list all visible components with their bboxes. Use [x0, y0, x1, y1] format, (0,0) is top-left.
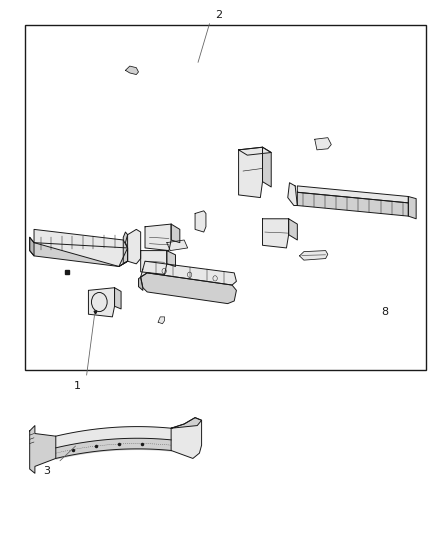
Polygon shape	[34, 229, 127, 266]
Polygon shape	[141, 251, 167, 274]
Polygon shape	[119, 229, 141, 266]
Polygon shape	[262, 219, 289, 248]
Text: 2: 2	[215, 10, 223, 20]
Polygon shape	[315, 138, 331, 150]
Polygon shape	[158, 317, 165, 324]
Polygon shape	[289, 219, 297, 240]
Text: 3: 3	[44, 466, 50, 475]
Polygon shape	[408, 197, 416, 219]
Polygon shape	[239, 147, 262, 198]
Polygon shape	[195, 211, 206, 232]
Polygon shape	[239, 147, 271, 155]
Polygon shape	[123, 232, 127, 264]
Polygon shape	[115, 288, 121, 309]
Bar	[25, 25, 426, 370]
Polygon shape	[297, 192, 408, 216]
Polygon shape	[167, 240, 187, 251]
Polygon shape	[171, 418, 201, 458]
Polygon shape	[145, 224, 171, 251]
Polygon shape	[141, 261, 237, 285]
Polygon shape	[297, 186, 408, 203]
Polygon shape	[30, 237, 127, 266]
Polygon shape	[171, 418, 201, 428]
Polygon shape	[88, 288, 115, 317]
Polygon shape	[288, 183, 297, 206]
Polygon shape	[30, 237, 34, 256]
Polygon shape	[167, 251, 176, 266]
Polygon shape	[300, 251, 328, 260]
Polygon shape	[171, 224, 180, 243]
Polygon shape	[125, 66, 138, 75]
Polygon shape	[138, 277, 143, 290]
Polygon shape	[141, 273, 237, 304]
Polygon shape	[30, 425, 56, 473]
Polygon shape	[262, 147, 271, 187]
Text: 1: 1	[74, 381, 81, 391]
Text: 8: 8	[381, 306, 388, 317]
